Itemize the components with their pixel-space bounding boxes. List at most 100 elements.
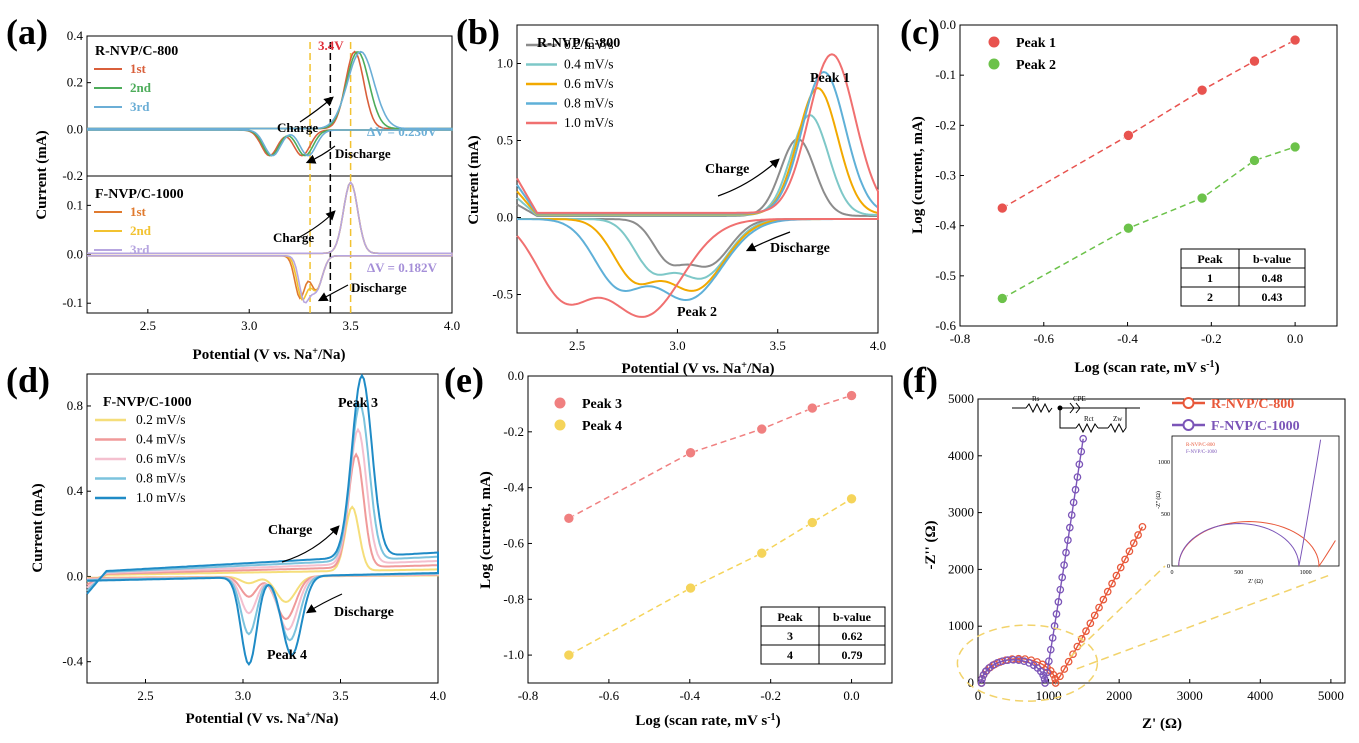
panel-c-y-tick-label: 0.0 xyxy=(940,17,956,32)
panel-f-point xyxy=(1056,585,1065,594)
panel-f-point xyxy=(1050,622,1059,630)
panel-f-point xyxy=(1116,563,1125,572)
panel-c-point xyxy=(997,293,1008,304)
panel-b-legend-label: 0.2 mV/s xyxy=(564,37,614,52)
panel-d-y-tick-label: -0.4 xyxy=(62,654,83,669)
panel-f-point xyxy=(998,657,1007,666)
panel-a-bottom-y-tick-label: 0.1 xyxy=(67,197,83,212)
panel-e-fit-line xyxy=(568,498,852,656)
panel-f-inset-x-tick: 500 xyxy=(1234,570,1243,576)
panel-c-legend-marker xyxy=(988,36,1000,48)
panel-f-point xyxy=(1064,536,1072,545)
panel-f-legend-label: R-NVP/C-800 xyxy=(1211,397,1294,412)
panel-c-ylabel: Log (current, mA) xyxy=(910,116,926,234)
panel-b-x-tick-label: 3.0 xyxy=(669,338,685,353)
panel-f-point xyxy=(1112,571,1121,580)
panel-a-bottom-discharge-arrow xyxy=(317,284,349,302)
panel-f-cpe-element xyxy=(1069,402,1081,414)
panel-e-point xyxy=(563,649,575,661)
panel-f-point xyxy=(1065,523,1074,532)
panel-c-y-tick-label: -0.6 xyxy=(935,318,956,333)
panel-a-top-y-tick-label: 0.0 xyxy=(67,121,83,136)
panel-f-point xyxy=(1067,511,1076,519)
panel-f-zoom-arrow-1 xyxy=(1069,565,1166,658)
panel-f-point xyxy=(1108,579,1116,588)
panel-e-point xyxy=(756,423,768,435)
panel-a-bottom-curve-3rd xyxy=(87,181,453,304)
panel-e-point xyxy=(807,517,818,528)
panel-a-x-tick-label: 3.0 xyxy=(241,318,257,333)
panel-a-bottom-legend-label: 2nd xyxy=(130,223,152,238)
panel-b-y-tick-label: 0.0 xyxy=(497,210,513,225)
panel-b-discharge-arrow xyxy=(745,231,791,252)
panel-e-table-cell xyxy=(818,644,886,665)
panel-d-y-tick-label: 0.0 xyxy=(67,568,83,583)
panel-a-x-tick-label: 3.5 xyxy=(342,318,358,333)
panel-f-point xyxy=(1086,619,1095,628)
panel-f-point xyxy=(993,659,1002,667)
panel-f-point xyxy=(1045,657,1053,666)
panel-a-top-delta-label: ΔV = 0.230V xyxy=(367,124,437,139)
panel-f-circuit-node xyxy=(1057,405,1063,411)
panel-f-point xyxy=(1073,473,1082,481)
panel-f-inset-x-tick: 1000 xyxy=(1300,570,1312,576)
panel-e-point xyxy=(685,447,696,459)
panel-c-table-text: 0.43 xyxy=(1262,290,1283,304)
panel-e-y-tick-label: -0.6 xyxy=(503,535,524,550)
panel-a-top-title: R-NVP/C-800 xyxy=(95,44,178,59)
panel-d-peak4: Peak 4 xyxy=(267,648,307,663)
panel-b-title: R-NVP/C-800 xyxy=(537,36,620,51)
panel-d-title: F-NVP/C-1000 xyxy=(103,395,192,410)
panel-e-legend-label: Peak 3 xyxy=(582,397,622,412)
panel-f-rct-resistor xyxy=(1075,422,1099,434)
panel-c-point xyxy=(1123,130,1134,141)
panel-f-ylabel: -Z'' (Ω) xyxy=(923,520,939,569)
panel-f-point xyxy=(1069,650,1077,659)
panel-e-xlabel: Log (scan rate, mV s-1) xyxy=(635,712,780,730)
panel-c-y-tick-label: -0.1 xyxy=(935,67,956,82)
panel-b-chart: 2.5 3.0 3.5 4.0 -0.5 0.0 0.5 1.0 Potential (V vs… xyxy=(466,24,886,377)
panel-c-y-tick-label: -0.5 xyxy=(935,268,956,283)
panel-d-charge-label: Charge xyxy=(268,523,312,538)
panel-c-point xyxy=(1196,84,1208,96)
panel-f-y-tick-label: 3000 xyxy=(948,505,974,520)
panel-a-bottom-discharge-label: Discharge xyxy=(351,280,407,295)
panel-f-point xyxy=(1058,573,1067,582)
panel-c-table-text: 0.48 xyxy=(1262,271,1283,285)
panel-f-cpe-label: CPE xyxy=(1073,395,1086,403)
panel-f-curve-F-NVP/C-1000 xyxy=(980,438,1084,684)
panel-f-y-tick-label: 0 xyxy=(968,675,975,690)
panel-label-e: (e) xyxy=(444,360,484,400)
panel-a-top-legend-label: 1st xyxy=(130,61,147,76)
panel-a-top-discharge-arrow xyxy=(305,145,336,164)
panel-f-point xyxy=(1138,522,1147,531)
panel-f-point xyxy=(1125,547,1134,556)
panel-f-x-tick-label: 0 xyxy=(975,688,982,703)
panel-label-b: (b) xyxy=(456,12,500,52)
panel-a-bottom-charge-arrow xyxy=(297,210,336,239)
panel-d-chart: 2.5 3.0 3.5 4.0 -0.4 0.0 0.4 0.8 Potential (V vs… xyxy=(30,373,446,727)
panel-f-point xyxy=(1103,587,1112,596)
panel-f-point xyxy=(1046,645,1055,654)
panel-label-d: (d) xyxy=(6,360,50,400)
panel-d-x-tick-label: 3.5 xyxy=(332,688,348,703)
panel-f-point xyxy=(1040,675,1049,683)
panel-e-table-text: 0.79 xyxy=(842,648,863,662)
panel-c-table-text: 2 xyxy=(1207,290,1213,304)
panel-c-y-tick-label: -0.3 xyxy=(935,168,956,183)
panel-c-point xyxy=(1123,222,1134,234)
panel-b-peak2: Peak 2 xyxy=(677,305,717,320)
panel-f-point xyxy=(1041,679,1049,687)
panel-b-x-tick-label: 2.5 xyxy=(569,338,585,353)
panel-f-y-tick-label: 2000 xyxy=(948,561,974,576)
panel-b-discharge-label: Discharge xyxy=(770,241,830,256)
panel-b-x-tick-label: 3.5 xyxy=(770,338,786,353)
panel-f-point xyxy=(1077,635,1086,643)
panel-f-x-tick-label: 4000 xyxy=(1247,688,1273,703)
panel-e-y-tick-label: -0.2 xyxy=(503,424,524,439)
panel-c-legend-label: Peak 1 xyxy=(1016,36,1056,51)
panel-d-y-tick-label: 0.8 xyxy=(67,398,83,413)
panel-label-c: (c) xyxy=(900,12,940,52)
panel-f-point xyxy=(1095,603,1103,612)
panel-f-x-tick-label: 2000 xyxy=(1106,688,1132,703)
